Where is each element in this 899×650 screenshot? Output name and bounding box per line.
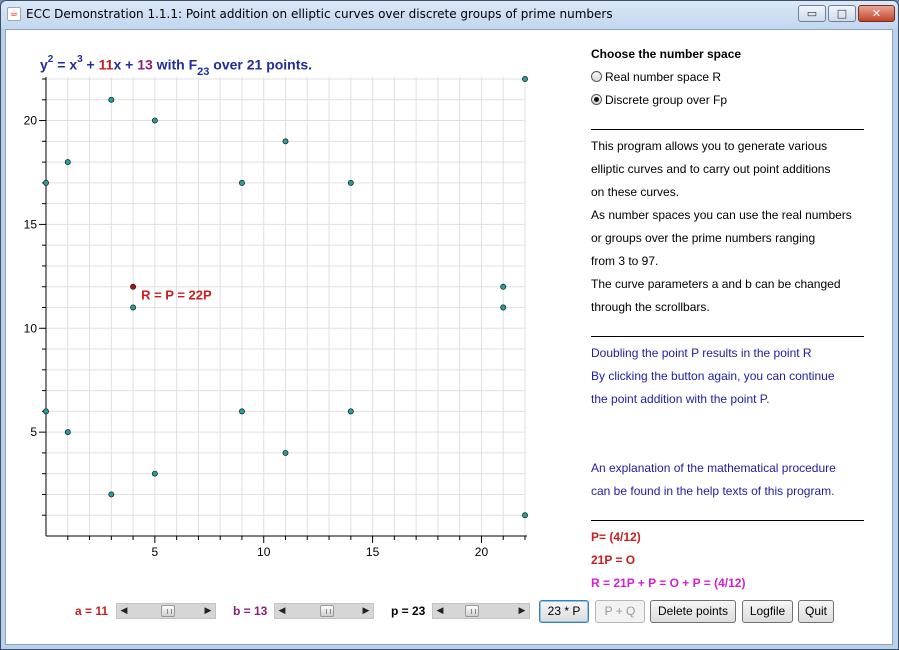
eq-x-term: x (113, 56, 122, 73)
info-line: By clicking the button again, you can co… (591, 369, 835, 383)
curve-equation: y2 = x3 + 11x + 13 with F23 over 21 poin… (40, 54, 313, 79)
curve-point (108, 96, 115, 103)
a-right-arrow-icon[interactable]: ▶ (204, 606, 212, 616)
curve-point (347, 408, 354, 415)
p-slider[interactable]: ◀ ▶ (432, 603, 530, 619)
eq-plus: + (121, 56, 138, 73)
highlight-point (130, 283, 137, 290)
eq-a-value: 11 (98, 56, 114, 73)
result-p: P= (4/12) (591, 530, 641, 544)
curve-point (64, 429, 71, 436)
info-line: An explanation of the mathematical proce… (591, 461, 836, 475)
info-line: Doubling the point P results in the poin… (591, 346, 812, 360)
intro-line: or groups over the prime numbers ranging (591, 231, 816, 245)
curve-point (347, 179, 354, 186)
x-tick-label: 20 (475, 545, 489, 559)
x-tick-label: 15 (366, 545, 380, 559)
plot-grid (46, 77, 526, 536)
b-slider[interactable]: ◀ ▶ (274, 603, 374, 619)
divider (591, 520, 864, 521)
eq-field-subscript: 23 (197, 66, 210, 79)
a-slider-thumb[interactable] (161, 605, 175, 617)
curve-point (239, 408, 245, 415)
result-r: R = 21P + P = O + P = (4/12) (591, 576, 746, 590)
a-slider[interactable]: ◀ ▶ (116, 603, 216, 619)
plot-axes (45, 77, 527, 537)
curve-point (151, 470, 158, 477)
radio-discrete[interactable] (591, 94, 602, 105)
intro-line: As number spaces you can use the real nu… (591, 208, 852, 222)
point-label: R = P = 22P (141, 288, 212, 303)
p-slider-thumb[interactable] (465, 605, 479, 617)
delete-points-button[interactable]: Delete points (650, 600, 736, 623)
info-line: can be found in the help texts of this p… (591, 484, 835, 498)
divider (591, 129, 864, 130)
a-label: a = 11 (75, 604, 109, 618)
eq-b-value: 13 (137, 56, 153, 73)
curve-point (282, 138, 289, 145)
b-slider-thumb[interactable] (320, 605, 334, 617)
plot-ticks: 5 10 15 20 5 10 15 20 (24, 78, 526, 559)
eq-x-exp: 3 (77, 54, 83, 65)
x-tick-label: 5 (152, 545, 159, 559)
eq-x: = x (53, 56, 78, 73)
y-tick-label: 5 (30, 425, 37, 439)
quit-button[interactable]: Quit (798, 600, 834, 623)
window-title: ECC Demonstration 1.1.1: Point addition … (26, 7, 613, 21)
add-pq-button[interactable]: P + Q (595, 600, 645, 623)
number-space-heading: Choose the number space (591, 47, 742, 61)
eq-y: y (40, 56, 48, 73)
logfile-button[interactable]: Logfile (742, 600, 793, 623)
intro-line: through the scrollbars. (591, 300, 710, 314)
b-right-arrow-icon[interactable]: ▶ (362, 606, 370, 616)
intro-line: from 3 to 97. (591, 254, 659, 268)
title-bar[interactable]: ☕ ECC Demonstration 1.1.1: Point additio… (1, 1, 898, 29)
curve-point (282, 449, 289, 456)
y-tick-label: 15 (24, 217, 38, 231)
radio-real[interactable] (591, 71, 602, 82)
y-tick-label: 20 (24, 114, 38, 128)
plot-points: R = P = 22P (43, 76, 528, 519)
multiply-button[interactable]: 23 * P (539, 600, 589, 623)
intro-line: The curve parameters a and b can be chan… (591, 277, 841, 291)
eq-point-count: over 21 points. (209, 56, 313, 73)
curve-point (43, 408, 49, 415)
eq-with-field: with F (152, 56, 198, 73)
curve-point (130, 304, 137, 311)
y-tick-label: 10 (24, 321, 38, 335)
client-area (5, 29, 893, 645)
maximize-button[interactable]: □ (828, 5, 856, 22)
curve-point (500, 283, 507, 290)
radio-real-label[interactable]: Real number space R (605, 70, 722, 84)
curve-point (151, 117, 158, 124)
close-button[interactable]: ✕ (858, 5, 895, 22)
intro-line: on these curves. (591, 185, 680, 199)
curve-point (108, 491, 115, 498)
p-left-arrow-icon[interactable]: ◀ (436, 606, 444, 616)
a-left-arrow-icon[interactable]: ◀ (120, 606, 128, 616)
curve-point (239, 179, 245, 186)
eq-y-exp: 2 (47, 54, 54, 65)
intro-line: elliptic curves and to carry out point a… (591, 162, 831, 176)
intro-line: This program allows you to generate vari… (591, 139, 828, 153)
divider (591, 336, 864, 337)
p-label: p = 23 (391, 604, 426, 618)
b-label: b = 13 (233, 604, 268, 618)
radio-discrete-label[interactable]: Discrete group over Fp (605, 93, 728, 107)
curve-point (64, 159, 71, 166)
p-right-arrow-icon[interactable]: ▶ (518, 606, 526, 616)
java-app-icon: ☕ (7, 7, 21, 21)
x-tick-label: 10 (257, 545, 271, 559)
curve-point (522, 76, 528, 82)
eq-plus: + (82, 56, 99, 73)
info-line: the point addition with the point P. (591, 392, 770, 406)
b-left-arrow-icon[interactable]: ◀ (278, 606, 286, 616)
curve-point (43, 179, 49, 186)
minimize-button[interactable]: ▭ (798, 5, 826, 22)
result-21p: 21P = O (591, 553, 636, 567)
curve-point (522, 512, 528, 519)
curve-point (500, 304, 507, 311)
